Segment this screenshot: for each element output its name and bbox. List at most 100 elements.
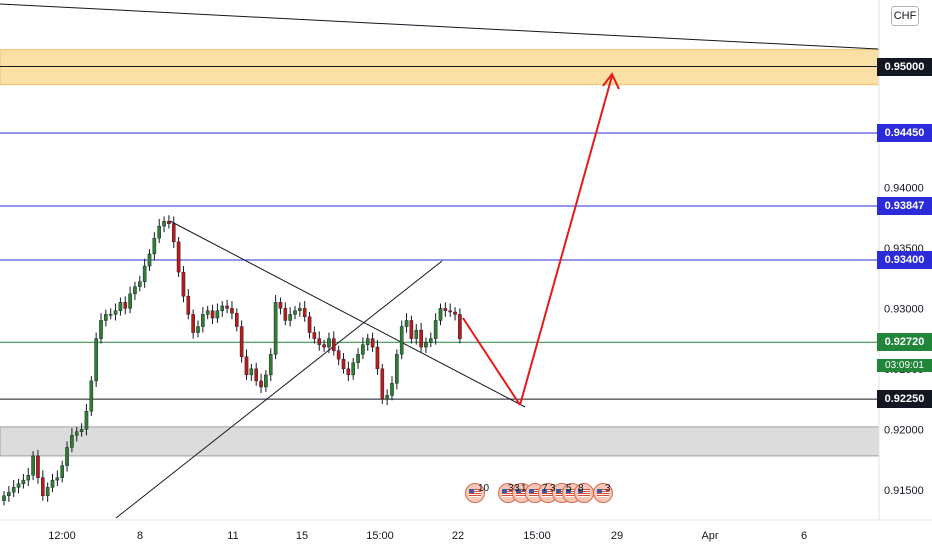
price-zone xyxy=(0,49,880,86)
candle-body xyxy=(26,475,31,481)
candle-body xyxy=(186,296,191,315)
price-tick-label: 0.94000 xyxy=(884,182,924,194)
candle-body xyxy=(21,479,26,484)
time-tick-label: 8 xyxy=(137,530,143,542)
event-flag-icon[interactable] xyxy=(593,483,613,503)
time-tick-label: 11 xyxy=(227,530,238,542)
candle-body xyxy=(65,447,69,466)
candle-body xyxy=(147,253,152,267)
candle-body xyxy=(157,225,162,239)
event-count: 3 xyxy=(508,483,514,494)
candle-body xyxy=(395,354,399,384)
candle-body xyxy=(11,487,16,493)
candle-body xyxy=(225,305,229,309)
candle-body xyxy=(365,338,370,345)
candle-body xyxy=(419,329,423,348)
currency-badge[interactable]: CHF xyxy=(891,6,919,26)
candle-body xyxy=(133,286,137,295)
candle-body xyxy=(201,314,205,327)
candle-body xyxy=(181,271,186,297)
candle-body xyxy=(234,313,239,327)
economic-events: 10 3 3 1 7 3 5 8 3 xyxy=(0,483,880,513)
time-tick-label: 15 xyxy=(296,530,308,542)
candle-body xyxy=(128,293,132,309)
candle-body xyxy=(220,305,225,311)
candle-body xyxy=(448,310,453,313)
candle-body xyxy=(312,332,317,339)
time-tick-label: 6 xyxy=(801,530,807,542)
event-count: 7 xyxy=(542,483,548,494)
arrow-head-up xyxy=(602,72,620,90)
candle-body xyxy=(79,429,84,432)
event-count: 1 xyxy=(521,483,527,494)
candle-body xyxy=(341,358,346,370)
candle-body xyxy=(162,221,166,227)
price-level-label: 0.93400 xyxy=(877,251,932,269)
candle-body xyxy=(361,344,365,355)
candle-body xyxy=(84,410,89,430)
candle-body xyxy=(278,302,283,309)
trend-line-top xyxy=(0,3,879,50)
candle-body xyxy=(89,380,94,412)
candle-body xyxy=(16,483,21,488)
price-level-label: 0.95000 xyxy=(877,57,932,76)
candle-body xyxy=(196,326,200,333)
candle-body xyxy=(404,320,409,327)
candle-body xyxy=(424,342,428,348)
candle-body xyxy=(60,465,64,478)
candle-body xyxy=(113,310,118,315)
event-count: 3 xyxy=(605,483,611,494)
candle-body xyxy=(351,362,356,376)
candle-body xyxy=(438,308,443,321)
event-count: 3 xyxy=(550,483,556,494)
candle-body xyxy=(99,320,103,339)
price-zones xyxy=(0,49,880,457)
candle-body xyxy=(293,310,297,315)
candle-body xyxy=(390,383,394,396)
candle-body xyxy=(249,368,254,376)
candle-body xyxy=(399,326,404,355)
time-tick-label: 12:00 xyxy=(48,530,76,542)
event-count: 3 xyxy=(514,483,520,494)
candle-body xyxy=(191,314,195,333)
candle-body xyxy=(215,310,220,319)
candle-body xyxy=(94,338,98,382)
trend-line-descending xyxy=(169,220,526,408)
candle-body xyxy=(443,308,448,311)
candle-body xyxy=(210,310,215,319)
price-tick-label: 0.93000 xyxy=(884,303,924,315)
projection-up-arrow xyxy=(519,75,613,406)
candle-body xyxy=(307,316,312,333)
candle-body xyxy=(55,477,60,481)
projection-arrows xyxy=(462,72,620,406)
candle-body xyxy=(123,302,128,309)
candle-body xyxy=(409,320,414,339)
candle-body xyxy=(230,308,234,314)
time-tick-label: 15:00 xyxy=(523,530,551,542)
candle-body xyxy=(41,477,45,497)
candle-body xyxy=(370,338,375,348)
event-flag-icon[interactable] xyxy=(574,483,594,503)
candle-body xyxy=(142,265,147,282)
event-flag-icon[interactable] xyxy=(465,483,485,503)
event-count: 5 xyxy=(566,483,572,494)
price-tick-label: 0.91500 xyxy=(884,485,924,497)
candle-body xyxy=(317,338,322,345)
candle-body xyxy=(268,354,273,376)
time-tick-label: Apr xyxy=(701,530,718,542)
price-level-label: 0.92250 xyxy=(877,390,932,409)
candle-body xyxy=(429,338,433,343)
candle-body xyxy=(50,479,55,488)
trend-line-ascending xyxy=(115,260,443,519)
projection-down-arrow xyxy=(462,317,521,406)
candle-body xyxy=(108,314,113,316)
price-level-label: 0.93847 xyxy=(877,196,932,215)
candle-body xyxy=(356,354,360,363)
price-level-label: 0.94450 xyxy=(877,124,932,143)
candle-body xyxy=(375,346,380,370)
candle-countdown: 03:09:01 xyxy=(877,359,932,372)
candle-body xyxy=(7,491,11,497)
candle-body xyxy=(176,241,181,273)
candle-body xyxy=(70,435,74,448)
